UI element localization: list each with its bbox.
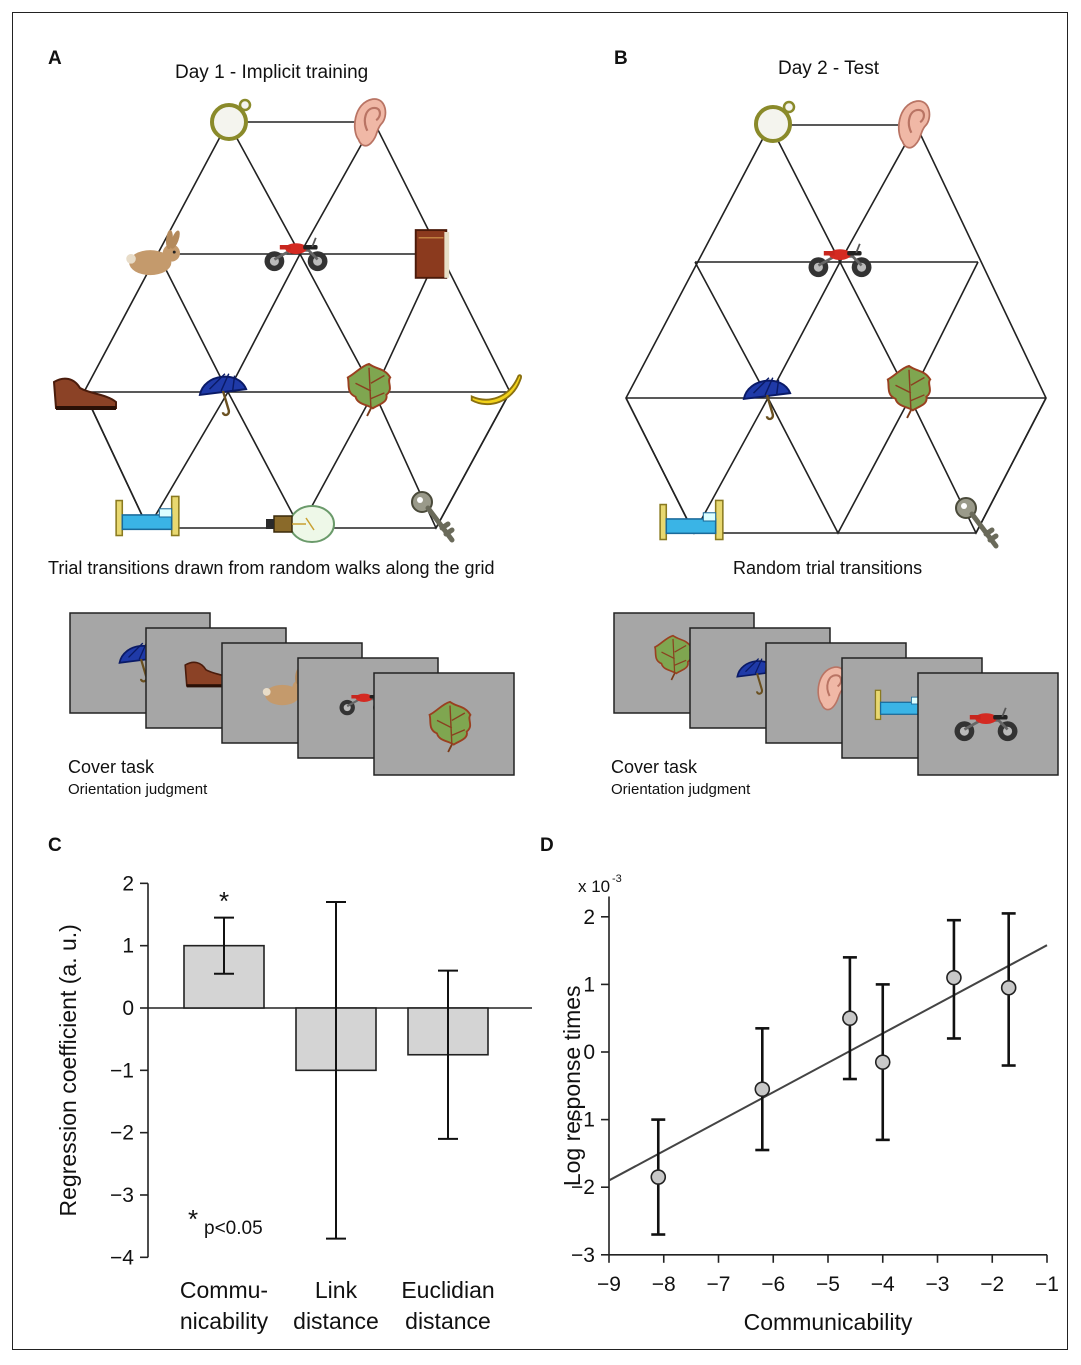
panel-a-cover-sub: Orientation judgment [68,781,208,798]
legend-note: p<0.05 [204,1218,263,1239]
x-axis-label: Communicability [744,1309,913,1335]
y-tick-label: −3 [571,1244,595,1267]
y-axis-label: Log response times [559,985,585,1186]
legend-star: * [188,1204,198,1234]
y-axis-label: Regression coefficient (a. u.) [55,924,81,1216]
grid-a-lattice [83,121,511,530]
y-tick-label: 2 [122,872,134,895]
y-tick-label: −1 [110,1059,134,1082]
data-point [1000,979,1017,996]
lightbulb-icon [265,505,335,543]
panel-d-letter: D [540,835,554,856]
chart-c: 2 1 0 −1 −2 −3 −4 Regression coefficient (a. u.… [55,872,532,1334]
card [373,672,515,776]
panel-b-cover-task: Cover task [611,757,698,777]
data-point [874,1054,891,1070]
y-tick-label: 2 [583,906,595,929]
significance-star: * [219,886,229,916]
cards-b [613,612,1059,776]
y-tick-label: −2 [110,1122,134,1145]
key-icon [412,492,452,540]
panel-b-cover-sub: Orientation judgment [611,781,751,798]
leaf-icon [346,362,392,417]
y-multiplier-exp: -3 [612,873,622,885]
y-tick-label: 0 [122,997,134,1020]
x-tick-label: −5 [816,1273,840,1296]
y-tick-label: 1 [122,935,134,958]
book-icon [414,229,451,279]
panel-a-caption: Trial transitions drawn from random walk… [48,558,495,578]
bed-icon [115,495,180,537]
shoe-icon [53,377,117,411]
cards-a [69,612,515,776]
grid-b-lattice [625,124,1047,535]
y-tick-label: −2 [571,1176,595,1199]
y-tick-label: −3 [110,1184,134,1207]
ear-icon [353,97,387,147]
bed-icon [659,499,724,541]
x-tick-label: −7 [707,1273,731,1296]
x-tick-label: −1 [1035,1273,1059,1296]
data-point [842,1010,858,1027]
data-point [754,1081,771,1097]
panel-c-letter: C [48,835,62,856]
y-tick-label: −1 [571,1109,595,1132]
x-tick-label: Commu-nicability [180,1277,269,1334]
x-tick-label: −9 [597,1273,621,1296]
figure-frame [12,12,1068,1350]
x-tick-label: −6 [761,1273,785,1296]
x-tick-label: Euclidian distance [401,1277,494,1334]
y-tick-label: 0 [583,1041,595,1064]
panel-a-cover-task: Cover task [68,757,155,777]
x-tick-label: −3 [926,1273,950,1296]
rabbit-icon [126,230,182,276]
leaf-icon [886,364,932,419]
panel-b-letter: B [614,48,628,69]
magnifier-icon [756,102,794,141]
panel-b-title: Day 2 - Test [778,58,880,79]
grid-b-icons [659,99,996,546]
y-multiplier: x 10 [578,877,610,896]
panel-a-letter: A [48,48,62,69]
panel-a-title: Day 1 - Implicit training [175,62,369,83]
banana-icon [470,374,522,406]
ear-icon [897,99,931,149]
data-point [946,969,962,986]
x-tick-label: Link distance [293,1277,379,1334]
panel-b-caption: Random trial transitions [733,558,923,578]
magnifier-icon [212,100,250,139]
card [917,672,1059,776]
bar [183,944,265,1009]
x-tick-label: −8 [652,1273,676,1296]
x-tick-label: −4 [871,1273,895,1296]
fit-line [608,944,1048,1182]
y-tick-label: −4 [110,1246,134,1269]
x-tick-label: −2 [980,1273,1004,1296]
data-point [650,1169,667,1185]
y-tick-label: 1 [583,973,595,996]
umbrella-icon [198,372,248,417]
chart-d: 210−1−2−3−9 −8 −7 −6 −5 −4 −3 −2 −1Communicabili… [559,873,1059,1335]
